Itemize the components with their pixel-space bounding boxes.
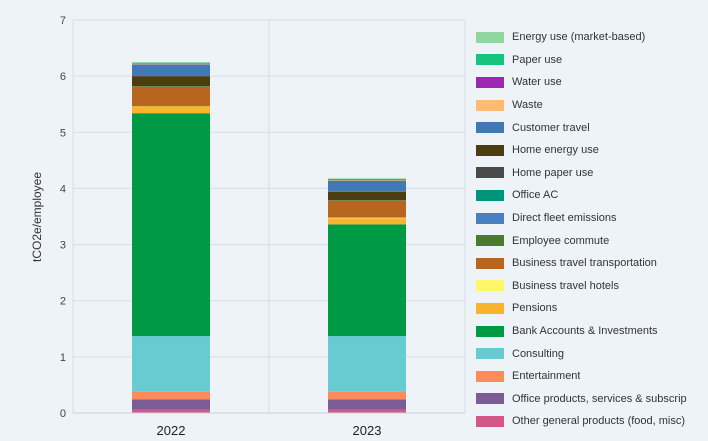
- y-tick-label: 3: [60, 240, 66, 252]
- bars: [132, 62, 406, 413]
- legend-swatch: [476, 99, 504, 111]
- bar-segment: [132, 336, 210, 392]
- legend-item[interactable]: Water use: [476, 71, 704, 94]
- bar-segment: [328, 336, 406, 392]
- legend-label: Other general products (food, misc): [512, 415, 686, 428]
- legend-swatch: [476, 189, 504, 201]
- legend-label: Customer travel: [512, 121, 590, 134]
- legend-swatch: [476, 325, 504, 337]
- legend-item[interactable]: Direct fleet emissions: [476, 207, 704, 230]
- legend-swatch: [476, 415, 504, 427]
- bar-segment: [132, 107, 210, 114]
- legend-label: Office AC: [512, 189, 559, 202]
- legend-item[interactable]: Office products, services & subscrip: [476, 388, 704, 411]
- legend-item[interactable]: Entertainment: [476, 365, 704, 388]
- legend-label: Employee commute: [512, 234, 610, 247]
- bar-segment: [328, 178, 406, 179]
- bar-segment: [132, 86, 210, 107]
- y-tick-label: 6: [60, 71, 66, 83]
- legend-label: Home energy use: [512, 144, 599, 157]
- legend-swatch: [476, 54, 504, 66]
- legend-label: Home paper use: [512, 166, 594, 179]
- legend-swatch: [476, 235, 504, 247]
- legend-item[interactable]: Consulting: [476, 342, 704, 365]
- y-axis-label: tCO2e/employee: [30, 172, 44, 262]
- gridlines: [72, 19, 466, 414]
- bar-segment: [132, 64, 210, 77]
- bar-segment: [132, 409, 210, 413]
- legend-item[interactable]: Waste: [476, 94, 704, 117]
- x-tick-label: 2022: [157, 423, 186, 438]
- legend-label: Water use: [512, 76, 562, 89]
- legend-item[interactable]: Energy use (market-based): [476, 26, 704, 49]
- bar-segment: [328, 180, 406, 181]
- x-tick-label: 2023: [353, 423, 382, 438]
- legend-label: Paper use: [512, 53, 563, 66]
- legend-swatch: [476, 167, 504, 179]
- legend: Energy use (market-based) Paper use Water …: [476, 26, 704, 433]
- legend-item[interactable]: Employee commute: [476, 229, 704, 252]
- legend-label: Waste: [512, 99, 543, 112]
- bar-segment: [328, 217, 406, 219]
- legend-label: Bank Accounts & Investments: [512, 325, 658, 338]
- bar-segment: [132, 86, 210, 87]
- legend-swatch: [476, 280, 504, 292]
- legend-item[interactable]: Office AC: [476, 184, 704, 207]
- legend-swatch: [476, 370, 504, 382]
- legend-swatch: [476, 348, 504, 360]
- legend-swatch: [476, 257, 504, 269]
- bar-segment: [328, 178, 406, 181]
- bar-segment: [132, 106, 210, 108]
- bar-segment: [328, 191, 406, 201]
- bar-segment: [328, 409, 406, 413]
- legend-item[interactable]: Home energy use: [476, 139, 704, 162]
- legend-item[interactable]: Business travel transportation: [476, 252, 704, 275]
- legend-item[interactable]: Bank Accounts & Investments: [476, 320, 704, 343]
- bar-segment: [132, 63, 210, 65]
- legend-label: Direct fleet emissions: [512, 212, 617, 225]
- legend-label: Entertainment: [512, 370, 581, 383]
- legend-label: Business travel hotels: [512, 279, 619, 292]
- legend-swatch: [476, 393, 504, 405]
- bar-segment: [132, 391, 210, 400]
- bar-segment: [132, 62, 210, 64]
- bar-segment: [328, 391, 406, 400]
- bar-segment: [132, 399, 210, 410]
- legend-label: Pensions: [512, 302, 558, 315]
- y-tick-label: 2: [60, 296, 66, 308]
- y-tick-label: 7: [60, 15, 66, 27]
- legend-swatch: [476, 122, 504, 134]
- legend-label: Consulting: [512, 347, 564, 360]
- legend-swatch: [476, 212, 504, 224]
- legend-label: Business travel transportation: [512, 257, 657, 270]
- bar-segment: [132, 113, 210, 337]
- legend-item[interactable]: Other general products (food, misc): [476, 410, 704, 433]
- legend-swatch: [476, 144, 504, 156]
- bar-segment: [328, 200, 406, 201]
- y-tick-label: 4: [60, 183, 66, 195]
- bar-segment: [328, 224, 406, 337]
- legend-item[interactable]: Home paper use: [476, 162, 704, 185]
- legend-item[interactable]: Paper use: [476, 49, 704, 72]
- legend-swatch: [476, 76, 504, 88]
- y-tick-label: 5: [60, 127, 66, 139]
- legend-item[interactable]: Pensions: [476, 297, 704, 320]
- legend-label: Office products, services & subscrip: [512, 392, 687, 405]
- legend-item[interactable]: Customer travel: [476, 116, 704, 139]
- y-tick-label: 0: [60, 408, 66, 420]
- y-tick-label: 1: [60, 352, 66, 364]
- legend-swatch: [476, 31, 504, 43]
- bar-segment: [132, 62, 210, 63]
- bar-segment: [328, 200, 406, 218]
- bar-segment: [132, 76, 210, 87]
- bar-segment: [328, 180, 406, 192]
- bar-segment: [328, 218, 406, 225]
- legend-swatch: [476, 302, 504, 314]
- legend-item[interactable]: Business travel hotels: [476, 275, 704, 298]
- bar-segment: [328, 399, 406, 410]
- axes: 0 1 2 3 4 5 6 7 2022 2023: [60, 15, 465, 438]
- legend-label: Energy use (market-based): [512, 31, 646, 44]
